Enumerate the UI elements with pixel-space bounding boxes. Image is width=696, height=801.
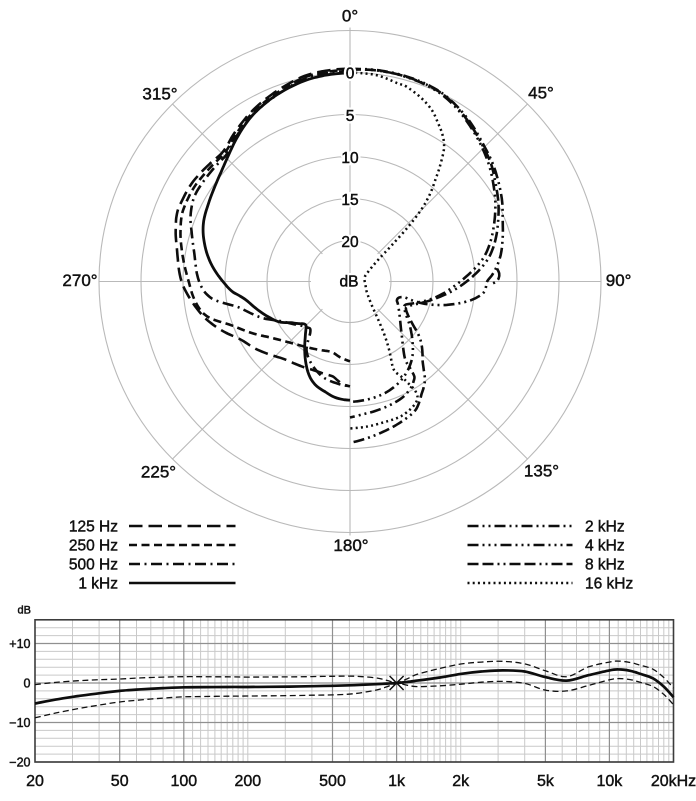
svg-text:10: 10 bbox=[341, 150, 359, 167]
svg-text:4 kHz: 4 kHz bbox=[585, 537, 625, 554]
svg-text:2k: 2k bbox=[452, 773, 470, 790]
svg-text:1 kHz: 1 kHz bbox=[78, 575, 118, 592]
svg-text:1k: 1k bbox=[388, 773, 406, 790]
svg-text:20: 20 bbox=[26, 773, 44, 790]
svg-text:10k: 10k bbox=[597, 773, 624, 790]
svg-text:200: 200 bbox=[234, 773, 261, 790]
svg-text:20: 20 bbox=[341, 234, 359, 251]
svg-text:8 kHz: 8 kHz bbox=[585, 556, 625, 573]
svg-text:45°: 45° bbox=[528, 84, 554, 103]
svg-text:125 Hz: 125 Hz bbox=[69, 518, 118, 535]
svg-text:0°: 0° bbox=[342, 7, 358, 26]
svg-text:90°: 90° bbox=[606, 271, 632, 290]
svg-text:+10: +10 bbox=[9, 637, 30, 651]
svg-text:15: 15 bbox=[341, 192, 358, 209]
svg-text:225°: 225° bbox=[141, 463, 176, 482]
svg-text:0: 0 bbox=[346, 66, 355, 83]
svg-text:0: 0 bbox=[346, 66, 355, 83]
svg-text:315°: 315° bbox=[142, 85, 177, 104]
svg-text:dB: dB bbox=[340, 274, 359, 291]
svg-text:−20: −20 bbox=[9, 756, 30, 770]
svg-text:135°: 135° bbox=[524, 462, 559, 481]
svg-text:50: 50 bbox=[111, 773, 129, 790]
svg-text:270°: 270° bbox=[62, 271, 97, 290]
svg-text:0: 0 bbox=[24, 677, 31, 691]
svg-text:−10: −10 bbox=[9, 716, 30, 730]
svg-text:5: 5 bbox=[346, 108, 355, 125]
svg-text:250 Hz: 250 Hz bbox=[69, 537, 118, 554]
svg-text:500 Hz: 500 Hz bbox=[69, 556, 118, 573]
svg-text:500: 500 bbox=[319, 773, 346, 790]
svg-text:180°: 180° bbox=[333, 536, 368, 555]
svg-text:10: 10 bbox=[341, 150, 359, 167]
svg-text:16 kHz: 16 kHz bbox=[585, 575, 633, 592]
svg-text:dB: dB bbox=[340, 274, 359, 291]
svg-text:5k: 5k bbox=[537, 773, 555, 790]
svg-text:20: 20 bbox=[341, 234, 359, 251]
svg-text:2 kHz: 2 kHz bbox=[585, 518, 625, 535]
svg-text:15: 15 bbox=[341, 192, 358, 209]
svg-text:5: 5 bbox=[346, 108, 355, 125]
svg-text:20kHz: 20kHz bbox=[651, 773, 696, 790]
svg-text:100: 100 bbox=[170, 773, 197, 790]
svg-text:dB: dB bbox=[18, 605, 31, 617]
